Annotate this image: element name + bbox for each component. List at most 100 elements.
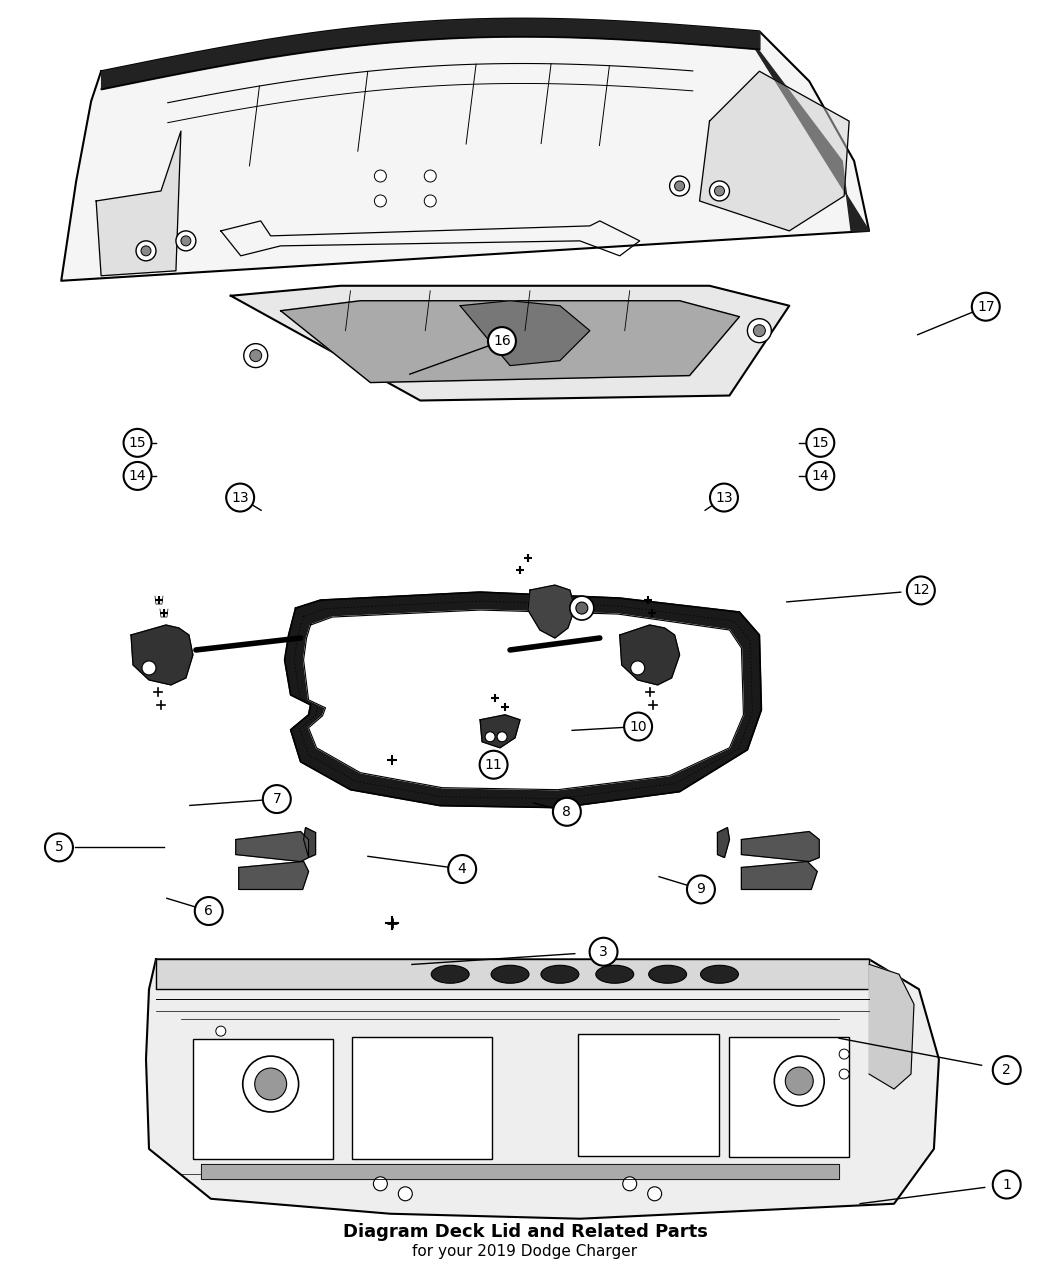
Circle shape — [575, 602, 588, 615]
Circle shape — [710, 483, 738, 511]
Circle shape — [839, 1068, 849, 1079]
Ellipse shape — [491, 965, 529, 983]
Circle shape — [623, 1177, 636, 1191]
Circle shape — [244, 344, 268, 367]
Circle shape — [176, 231, 196, 251]
Polygon shape — [480, 715, 520, 747]
Polygon shape — [285, 592, 761, 807]
Circle shape — [142, 660, 156, 674]
Text: 11: 11 — [485, 757, 503, 771]
Circle shape — [124, 462, 151, 490]
Text: 8: 8 — [563, 805, 571, 819]
Text: 4: 4 — [458, 862, 466, 876]
Circle shape — [687, 876, 715, 904]
Circle shape — [992, 1056, 1021, 1084]
Ellipse shape — [595, 965, 634, 983]
Circle shape — [670, 176, 690, 196]
Bar — [578, 1034, 719, 1156]
Text: 17: 17 — [976, 300, 994, 314]
Circle shape — [488, 328, 516, 354]
Text: 13: 13 — [715, 491, 733, 505]
Circle shape — [226, 483, 254, 511]
Circle shape — [624, 713, 652, 741]
Text: 16: 16 — [494, 334, 511, 348]
Circle shape — [45, 834, 72, 862]
Polygon shape — [303, 827, 316, 858]
Polygon shape — [741, 831, 819, 862]
Polygon shape — [146, 959, 939, 1219]
Polygon shape — [131, 625, 193, 685]
Circle shape — [424, 195, 436, 207]
Circle shape — [250, 349, 261, 362]
Circle shape — [480, 751, 507, 779]
Circle shape — [806, 462, 835, 490]
Circle shape — [124, 428, 151, 456]
Circle shape — [992, 1170, 1021, 1198]
Bar — [353, 1037, 492, 1159]
Polygon shape — [280, 301, 739, 382]
Polygon shape — [869, 964, 914, 1089]
Ellipse shape — [541, 965, 579, 983]
Polygon shape — [741, 862, 817, 890]
Circle shape — [774, 1056, 824, 1105]
Circle shape — [424, 170, 436, 182]
Polygon shape — [744, 32, 869, 231]
Circle shape — [398, 1187, 413, 1201]
Circle shape — [374, 1177, 387, 1191]
Polygon shape — [61, 19, 869, 280]
Text: 10: 10 — [629, 719, 647, 733]
Circle shape — [754, 325, 765, 337]
Circle shape — [748, 319, 772, 343]
Text: 9: 9 — [696, 882, 706, 896]
Circle shape — [485, 732, 496, 742]
Circle shape — [195, 898, 223, 924]
Text: 15: 15 — [129, 436, 146, 450]
Circle shape — [497, 732, 507, 742]
Circle shape — [674, 181, 685, 191]
Text: 7: 7 — [272, 792, 281, 806]
Text: 5: 5 — [55, 840, 63, 854]
Polygon shape — [231, 286, 790, 400]
Circle shape — [448, 856, 476, 884]
Circle shape — [375, 170, 386, 182]
Text: 1: 1 — [1003, 1178, 1011, 1192]
Polygon shape — [717, 827, 730, 858]
Text: 13: 13 — [231, 491, 249, 505]
Circle shape — [375, 195, 386, 207]
Polygon shape — [699, 71, 849, 231]
Text: 14: 14 — [129, 469, 146, 483]
Circle shape — [907, 576, 935, 604]
Ellipse shape — [649, 965, 687, 983]
Ellipse shape — [432, 965, 469, 983]
Polygon shape — [303, 609, 743, 789]
Circle shape — [255, 1068, 287, 1100]
Circle shape — [141, 246, 151, 256]
Circle shape — [181, 236, 191, 246]
Polygon shape — [201, 1164, 839, 1179]
Bar — [730, 1037, 849, 1156]
Polygon shape — [156, 959, 869, 989]
Circle shape — [262, 785, 291, 813]
Circle shape — [648, 1187, 662, 1201]
Polygon shape — [460, 301, 590, 366]
Circle shape — [785, 1067, 814, 1095]
Circle shape — [714, 186, 724, 196]
Circle shape — [631, 660, 645, 674]
Text: Diagram Deck Lid and Related Parts: Diagram Deck Lid and Related Parts — [342, 1223, 708, 1241]
Polygon shape — [238, 862, 309, 890]
Circle shape — [590, 938, 617, 965]
Polygon shape — [97, 131, 181, 275]
Circle shape — [216, 1026, 226, 1037]
Text: 6: 6 — [205, 904, 213, 918]
Polygon shape — [236, 831, 309, 862]
Circle shape — [136, 241, 156, 261]
Circle shape — [839, 1049, 849, 1060]
Ellipse shape — [700, 965, 738, 983]
Text: 12: 12 — [912, 584, 929, 598]
Circle shape — [710, 181, 730, 201]
Polygon shape — [528, 585, 574, 638]
Circle shape — [570, 597, 594, 620]
Circle shape — [243, 1056, 298, 1112]
Text: 15: 15 — [812, 436, 830, 450]
Bar — [193, 1039, 333, 1159]
